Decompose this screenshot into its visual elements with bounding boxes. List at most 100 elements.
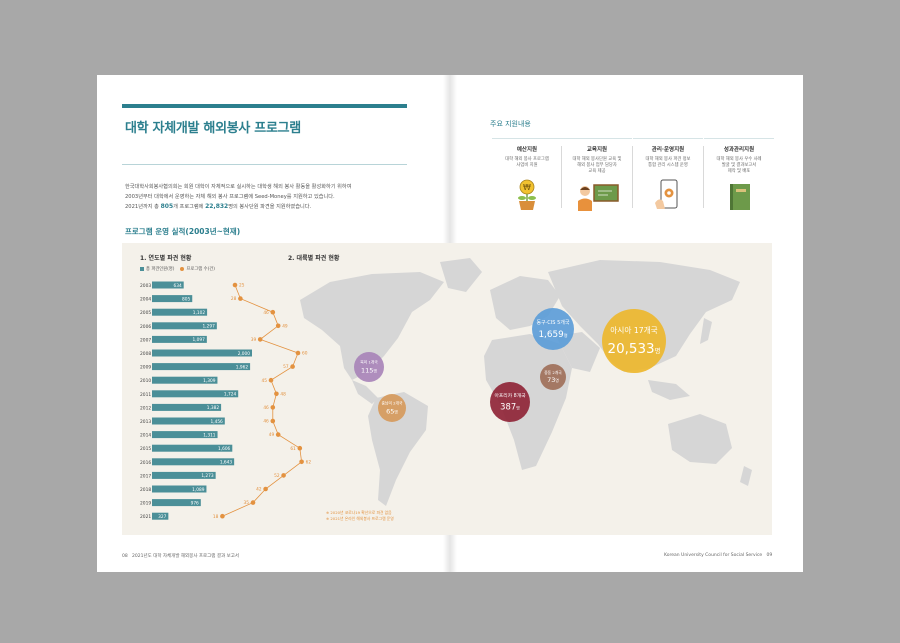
region-value-number: 20,533 bbox=[608, 342, 655, 357]
bar-value-label: 1,273 bbox=[201, 473, 214, 479]
year-tick-label: 2009 bbox=[140, 365, 151, 371]
card-divider bbox=[703, 146, 704, 208]
year-tick-label: 2006 bbox=[140, 324, 151, 330]
bar-value-label: 1,606 bbox=[218, 446, 231, 452]
region-value-number: 1,659 bbox=[538, 330, 563, 340]
year-tick-label: 2005 bbox=[140, 310, 151, 316]
money-plant-icon: ₩ bbox=[518, 179, 536, 210]
card-desc-line: 대학 해외 봉사단원 교육 및 bbox=[572, 157, 622, 162]
intro-line-2: 2003년부터 대학에서 운영하는 자체 해외 봉사 프로그램에 Seed-Mo… bbox=[125, 194, 335, 200]
region-label: 중남미 2개국 bbox=[381, 401, 403, 406]
intro-text: 한국대학사회봉사협의회는 회원 대학이 자체적으로 실시하는 대학생 해외 봉사… bbox=[125, 182, 425, 212]
year-bar bbox=[152, 376, 218, 384]
year-tick-label: 2015 bbox=[140, 446, 151, 452]
program-count-label: 42 bbox=[256, 487, 262, 493]
year-bar bbox=[152, 458, 235, 466]
year-bar bbox=[152, 471, 216, 479]
australia-shape bbox=[668, 414, 732, 464]
year-bar bbox=[152, 335, 207, 343]
region-bubble bbox=[602, 309, 666, 373]
year-bar bbox=[152, 295, 193, 303]
program-count-dot bbox=[281, 473, 286, 478]
year-bar bbox=[152, 485, 207, 493]
year-tick-label: 2018 bbox=[140, 487, 151, 493]
south-america-shape bbox=[368, 392, 428, 506]
program-count-line bbox=[222, 284, 303, 517]
chart2-title: 2. 대륙별 파견 현황 bbox=[288, 255, 340, 262]
program-count-label: 49 bbox=[282, 323, 288, 329]
year-tick-label: 2010 bbox=[140, 378, 151, 384]
region-bubble bbox=[532, 308, 574, 350]
left-page-number: 08 bbox=[122, 554, 128, 559]
year-bar bbox=[152, 363, 251, 371]
card-title: 교육지원 bbox=[586, 147, 608, 153]
program-count-label: 57 bbox=[283, 364, 289, 370]
bar-value-label: 1,102 bbox=[193, 310, 206, 316]
card-desc-line: 교육 제공 bbox=[588, 169, 606, 174]
program-count-label: 45 bbox=[262, 378, 268, 384]
year-tick-label: 2014 bbox=[140, 433, 151, 439]
region-bubble bbox=[354, 352, 384, 382]
year-bar bbox=[152, 499, 201, 507]
card-budget: 예산지원 대학 해외 봉사 프로그램 사업비 지원 ₩ bbox=[492, 138, 562, 213]
bar-value-label: 1,089 bbox=[192, 487, 205, 493]
japan-shape bbox=[700, 318, 712, 344]
program-count-label: 25 bbox=[239, 283, 245, 289]
program-count-dot bbox=[238, 296, 243, 301]
year-tick-label: 2004 bbox=[140, 297, 151, 303]
support-heading: 주요 지원내용 bbox=[490, 120, 531, 128]
program-count-dot bbox=[274, 391, 279, 397]
region-value: 387명 bbox=[500, 402, 520, 412]
card-desc: 대학 해외 봉사 우수 사례 발굴 및 결과보고서 제작 및 배포 bbox=[708, 157, 770, 175]
card-desc-line: 통합 관리 시스템 운영 bbox=[648, 163, 688, 168]
bar-value-label: 1,297 bbox=[203, 324, 216, 330]
bar-value-label: 327 bbox=[158, 514, 166, 520]
bar-value-label: 1,456 bbox=[210, 419, 223, 425]
program-count-dot bbox=[257, 337, 263, 342]
year-bar bbox=[152, 308, 208, 316]
intro-line-3: 2021년까지 총 805개 프로그램에 22,832명의 봉사단원 파견을 지… bbox=[125, 202, 425, 212]
book-icon bbox=[730, 184, 750, 210]
intro-line-1: 한국대학사회봉사협의회는 회원 대학이 자체적으로 실시하는 대학생 해외 봉사… bbox=[125, 184, 352, 190]
mobile-gear-icon bbox=[655, 179, 678, 209]
region-label: 동구·CIS 5개국 bbox=[536, 319, 569, 326]
card-desc-line: 대학 해외 봉사 파견 정보 bbox=[645, 157, 691, 162]
program-count-label: 35 bbox=[244, 500, 250, 506]
year-bar bbox=[152, 417, 225, 425]
year-tick-label: 2007 bbox=[140, 337, 151, 343]
page-title: 대학 자체개발 해외봉사 프로그램 bbox=[125, 121, 301, 136]
region-value-number: 65 bbox=[386, 407, 394, 415]
program-count-dot bbox=[263, 486, 268, 492]
year-tick-label: 2016 bbox=[140, 460, 151, 466]
card-title: 성과관리지원 bbox=[723, 147, 755, 153]
se-asia-islands-shape bbox=[648, 380, 690, 400]
bar-value-label: 1,311 bbox=[203, 432, 216, 438]
year-tick-label: 2003 bbox=[140, 283, 151, 289]
intro-part: 2021년까지 총 bbox=[125, 204, 161, 210]
program-count-dot bbox=[220, 513, 225, 519]
year-bar bbox=[152, 444, 233, 452]
year-tick-label: 2011 bbox=[140, 392, 151, 398]
region-value-unit: 명 bbox=[516, 405, 520, 411]
card-performance: 성과관리지원 대학 해외 봉사 우수 사례 발굴 및 결과보고서 제작 및 배포 bbox=[704, 138, 774, 213]
right-footer: Korean University Council for Social Ser… bbox=[664, 553, 772, 558]
region-bubble bbox=[378, 394, 406, 422]
title-bar bbox=[122, 104, 407, 108]
bar-value-label: 1,962 bbox=[236, 364, 249, 370]
program-count-label: 18 bbox=[213, 514, 219, 520]
card-desc-line: 발굴 및 결과보고서 bbox=[721, 163, 757, 168]
year-bar bbox=[152, 390, 239, 398]
bar-value-label: 1,643 bbox=[220, 460, 233, 466]
year-tick-label: 2017 bbox=[140, 473, 151, 479]
bar-value-label: 1,382 bbox=[207, 405, 220, 411]
region-value-unit: 명 bbox=[564, 332, 568, 338]
region-value: 73명 bbox=[547, 376, 559, 384]
year-tick-label: 2019 bbox=[140, 501, 151, 507]
card-management: 관리·운영지원 대학 해외 봉사 파견 정보 통합 관리 시스템 운영 bbox=[633, 138, 703, 213]
program-count-dot bbox=[268, 377, 274, 383]
card-desc: 대학 해외 봉사단원 교육 및 해외 봉사 업무 담당자 교육 제공 bbox=[566, 157, 628, 175]
left-footer-text: 2021년도 대학 자체개발 해외봉사 프로그램 결과 보고서 bbox=[132, 554, 240, 559]
legend-bar-swatch bbox=[140, 267, 144, 271]
region-label: 아프리카 8개국 bbox=[494, 392, 526, 399]
